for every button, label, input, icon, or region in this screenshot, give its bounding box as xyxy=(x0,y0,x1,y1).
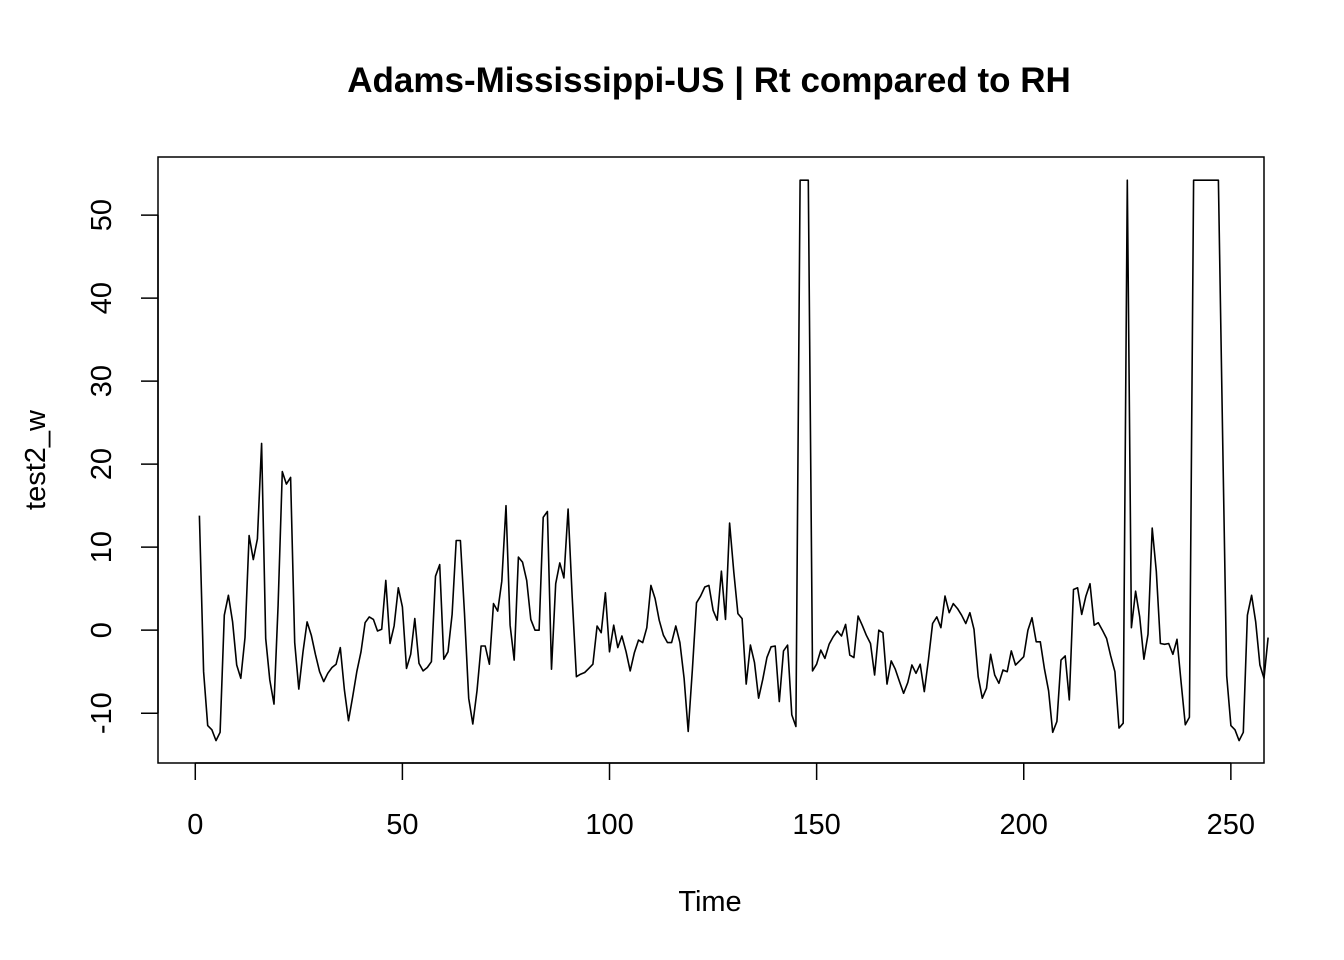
x-tick-label: 150 xyxy=(792,809,840,841)
x-tick-label: 250 xyxy=(1207,809,1255,841)
y-tick-label: 0 xyxy=(86,622,118,638)
x-tick-label: 200 xyxy=(1000,809,1048,841)
y-tick-label: 20 xyxy=(86,448,118,480)
x-tick-label: 50 xyxy=(386,809,418,841)
plot-frame xyxy=(157,156,1265,764)
x-tick-label: 100 xyxy=(585,809,633,841)
y-tick-label: 10 xyxy=(86,531,118,563)
x-tick-label: 0 xyxy=(187,809,203,841)
y-axis-label: test2_w xyxy=(20,409,52,510)
y-tick-label: -10 xyxy=(86,692,118,734)
y-axis: -10 0 10 20 30 40 50 xyxy=(86,199,159,734)
x-axis-label: Time xyxy=(678,886,741,918)
y-tick-label: 30 xyxy=(86,365,118,397)
y-tick-label: 50 xyxy=(86,199,118,231)
y-tick-label: 40 xyxy=(86,282,118,314)
series-line xyxy=(198,179,1269,742)
chart-title: Adams-Mississippi-US | Rt compared to RH xyxy=(347,61,1071,100)
x-axis: 0 50 100 150 200 250 xyxy=(187,762,1255,841)
